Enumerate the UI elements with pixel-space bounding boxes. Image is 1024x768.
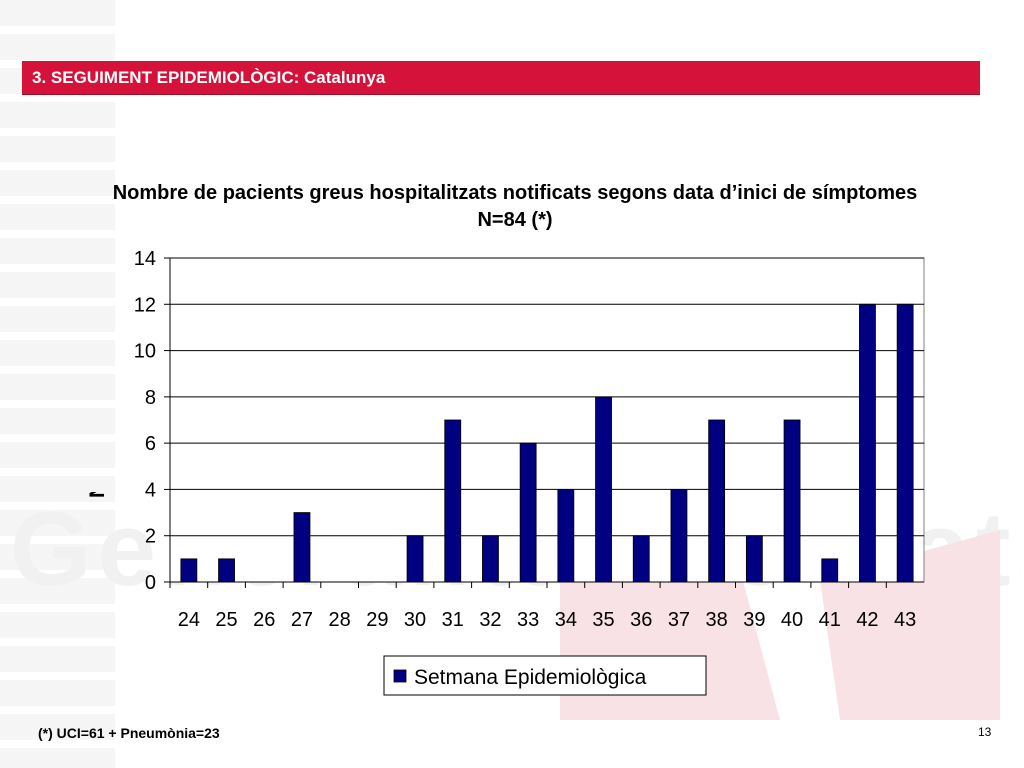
- x-tick-label: 28: [329, 609, 351, 631]
- legend-swatch: [393, 669, 407, 683]
- x-tick-label: 29: [366, 609, 388, 631]
- bar: [406, 535, 424, 583]
- x-tick-label: 42: [856, 609, 878, 631]
- x-tick-label: 35: [592, 609, 614, 631]
- y-tick-label: 6: [145, 433, 156, 455]
- x-tick-label: 38: [706, 609, 728, 631]
- legend-label: Setmana Epidemiològica: [414, 666, 647, 689]
- y-tick-label: 8: [145, 387, 156, 409]
- header-bar: 3. SEGUIMENT EPIDEMIOLÒGIC: Catalunya: [22, 61, 980, 95]
- bar: [821, 558, 839, 583]
- x-tick-label: 39: [743, 609, 765, 631]
- x-tick-label: 33: [517, 609, 539, 631]
- bar: [180, 558, 198, 583]
- bar: [293, 512, 311, 583]
- x-tick-label: 36: [630, 609, 652, 631]
- y-tick-label: 0: [145, 572, 156, 594]
- x-tick-label: 37: [668, 609, 690, 631]
- y-tick-label: 10: [134, 341, 156, 363]
- x-tick-label: 34: [555, 609, 577, 631]
- x-tick-label: 41: [819, 609, 841, 631]
- x-tick-label: 30: [404, 609, 426, 631]
- x-tick-label: 32: [479, 609, 501, 631]
- bar: [595, 396, 612, 583]
- bar: [482, 535, 499, 583]
- x-tick-label: 25: [215, 609, 237, 631]
- x-tick-label: 26: [253, 609, 275, 631]
- legend-box: [383, 655, 707, 696]
- y-tick-label: 14: [134, 248, 156, 270]
- bar: [632, 535, 650, 583]
- plot-area: [169, 257, 925, 583]
- chart-title: Nombre de pacients greus hospitalitzats …: [112, 182, 918, 231]
- x-tick-label: 27: [291, 609, 313, 631]
- bar: [444, 419, 462, 583]
- bar: [745, 535, 763, 583]
- x-tick-label: 43: [894, 609, 916, 631]
- x-tick-label: 40: [781, 609, 803, 631]
- bar: [896, 303, 914, 583]
- bar: [670, 489, 688, 583]
- x-tick-label: 24: [178, 609, 200, 631]
- bar: [859, 303, 876, 583]
- x-tick-label: 31: [442, 609, 464, 631]
- y-tick-label: 2: [145, 526, 156, 548]
- background-watermark-left: [0, 0, 115, 768]
- y-tick-label: 12: [134, 294, 156, 316]
- bar: [783, 419, 801, 583]
- footnote: (*) UCI=61 + Pneumònia=23: [38, 725, 220, 741]
- y-axis-label: Nombre de cas: [86, 347, 109, 498]
- bar: [519, 442, 537, 583]
- header-title: 3. SEGUIMENT EPIDEMIOLÒGIC: Catalunya: [32, 68, 386, 87]
- bar: [557, 489, 575, 583]
- page-number: 13: [978, 725, 992, 739]
- bar: [708, 419, 726, 583]
- bar: [218, 558, 235, 583]
- y-tick-label: 4: [145, 479, 156, 501]
